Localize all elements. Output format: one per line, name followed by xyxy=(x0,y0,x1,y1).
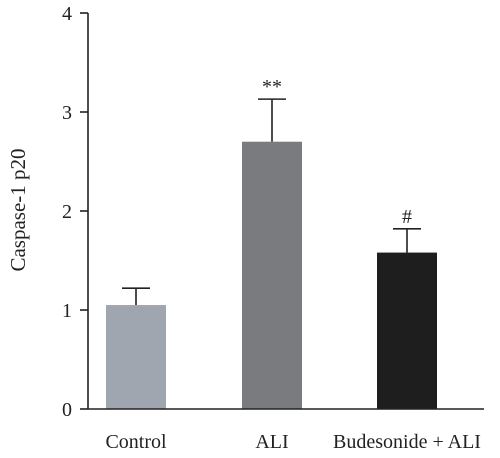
bar xyxy=(106,305,166,409)
y-axis-title: Caspase-1 p20 xyxy=(6,148,30,271)
category-label: Control xyxy=(105,431,167,453)
category-labels: Control ALI Budesonide + ALI xyxy=(105,431,481,453)
y-tick-label: 1 xyxy=(62,300,72,322)
category-label: ALI xyxy=(255,431,288,453)
significance-label: ** xyxy=(262,76,282,98)
bar xyxy=(242,141,302,409)
category-label: Budesonide + ALI xyxy=(333,431,481,453)
bar xyxy=(377,252,437,409)
y-tick-label: 3 xyxy=(62,102,72,124)
y-axis-ticks: 0 1 2 3 4 xyxy=(62,3,88,421)
y-tick-label: 0 xyxy=(62,399,72,421)
bars xyxy=(106,141,437,409)
y-tick-label: 4 xyxy=(62,3,72,25)
y-tick-label: 2 xyxy=(62,201,72,223)
significance-labels: ** # xyxy=(262,76,412,228)
error-bars xyxy=(122,98,421,306)
significance-label: # xyxy=(402,206,412,228)
